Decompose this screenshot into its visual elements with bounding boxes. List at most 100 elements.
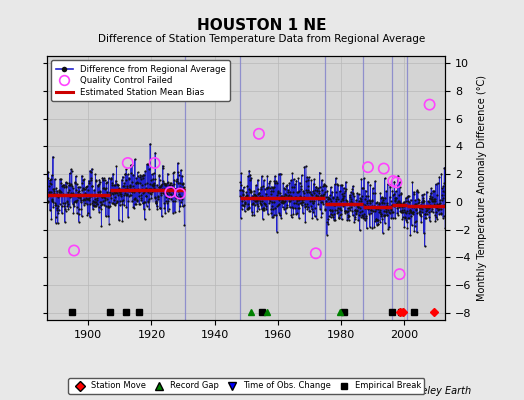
Point	[349, 191, 357, 198]
Point	[373, 216, 381, 223]
Point	[78, 213, 86, 220]
Point	[261, 190, 270, 197]
Point	[379, 212, 388, 218]
Point	[149, 180, 157, 187]
Point	[364, 193, 373, 200]
Point	[349, 183, 357, 189]
Point	[288, 170, 297, 176]
Point	[164, 179, 172, 186]
Point	[101, 186, 110, 193]
Point	[56, 191, 64, 197]
Point	[135, 200, 143, 207]
Point	[412, 207, 421, 214]
Point	[364, 206, 372, 212]
Point	[264, 211, 272, 217]
Point	[401, 202, 409, 208]
Point	[440, 192, 449, 198]
Point	[352, 210, 361, 217]
Point	[60, 192, 69, 198]
Point	[85, 197, 93, 203]
Point	[383, 212, 391, 218]
Point	[167, 186, 175, 192]
Point	[350, 190, 358, 196]
Point	[119, 182, 127, 189]
Point	[277, 197, 286, 203]
Point	[297, 200, 305, 207]
Point	[257, 206, 266, 212]
Point	[143, 180, 151, 187]
Point	[292, 177, 301, 184]
Point	[243, 192, 251, 198]
Point	[373, 216, 381, 223]
Point	[367, 204, 375, 210]
Point	[88, 200, 96, 206]
Point	[310, 198, 318, 205]
Point	[127, 179, 136, 185]
Point	[102, 213, 110, 220]
Point	[167, 196, 176, 202]
Point	[130, 156, 139, 162]
Point	[413, 229, 421, 236]
Point	[263, 194, 271, 201]
Point	[62, 179, 70, 186]
Point	[174, 180, 182, 186]
Point	[303, 174, 311, 180]
Point	[396, 184, 404, 190]
Point	[153, 206, 161, 212]
Point	[360, 210, 368, 217]
Point	[148, 176, 157, 182]
Point	[334, 195, 342, 202]
Point	[359, 201, 367, 207]
Point	[103, 196, 112, 202]
Point	[248, 212, 257, 218]
Point	[409, 204, 418, 210]
Point	[252, 182, 260, 188]
Point	[363, 225, 371, 232]
Point	[178, 203, 187, 210]
Point	[307, 191, 315, 198]
Point	[389, 192, 397, 198]
Point	[362, 213, 370, 220]
Point	[276, 212, 284, 218]
Point	[179, 184, 188, 190]
Point	[166, 182, 174, 188]
Point	[361, 205, 369, 212]
Point	[62, 180, 71, 186]
Point	[340, 190, 348, 197]
Point	[258, 173, 266, 179]
Point	[431, 212, 439, 218]
Point	[102, 203, 110, 210]
Point	[440, 164, 449, 171]
Point	[437, 210, 445, 216]
Point	[179, 184, 187, 191]
Point	[396, 208, 405, 214]
Point	[326, 214, 335, 220]
Point	[286, 193, 294, 199]
Point	[324, 221, 333, 228]
Point	[170, 181, 178, 187]
Point	[387, 206, 395, 212]
Point	[108, 182, 116, 188]
Point	[178, 181, 187, 187]
Point	[341, 188, 350, 194]
Point	[316, 206, 324, 212]
Point	[161, 181, 170, 187]
Point	[413, 210, 421, 216]
Point	[293, 210, 301, 216]
Point	[247, 208, 256, 215]
Point	[303, 186, 312, 193]
Point	[269, 185, 277, 192]
Point	[408, 209, 417, 216]
Point	[369, 203, 378, 209]
Point	[282, 194, 291, 201]
Point	[354, 204, 363, 210]
Point	[126, 184, 134, 190]
Point	[266, 198, 275, 204]
Point	[236, 187, 244, 194]
Point	[72, 198, 80, 204]
Point	[436, 203, 444, 209]
Point	[423, 204, 432, 210]
Point	[316, 192, 325, 198]
Point	[151, 176, 160, 182]
Point	[136, 176, 145, 182]
